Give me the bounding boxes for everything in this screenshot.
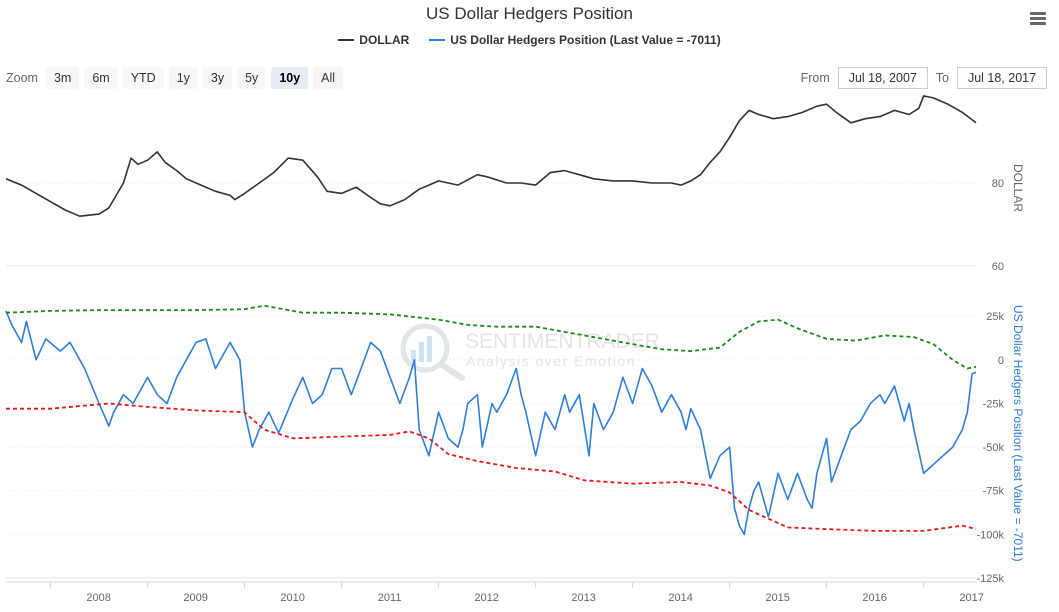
- x-tick-label: 2015: [765, 592, 789, 604]
- watermark-bar-2: [419, 342, 424, 362]
- series-lines: [5, 95, 977, 536]
- range-selector: Zoom 3m 6m YTD 1y 3y 5y 10y All: [6, 67, 348, 89]
- date-range: From Jul 18, 2007 To Jul 18, 2017: [801, 67, 1055, 89]
- x-tick-label: 2013: [571, 592, 595, 604]
- watermark-tagline: Analysis over Emotion: [466, 353, 636, 369]
- zoom-button-1y[interactable]: 1y: [168, 67, 198, 89]
- x-tick-label: 2014: [668, 592, 692, 604]
- watermark-magnifier-handle: [439, 362, 465, 381]
- series-line-1-2: [6, 402, 977, 532]
- x-tick-label: 2011: [378, 592, 402, 604]
- grid-lines: [6, 182, 976, 583]
- zoom-button-all[interactable]: All: [313, 67, 344, 89]
- x-tick-label: 2016: [862, 592, 886, 604]
- x-tick-label: 2009: [183, 592, 207, 604]
- y-tick-label: -100k: [976, 529, 1004, 541]
- zoom-label: Zoom: [6, 71, 38, 85]
- hamburger-menu-icon[interactable]: [1030, 12, 1046, 26]
- x-tick-label: 2017: [959, 592, 983, 604]
- zoom-button-3y[interactable]: 3y: [202, 67, 233, 89]
- legend-label-hedgers: US Dollar Hedgers Position (Last Value =…: [450, 33, 721, 47]
- to-date-input[interactable]: Jul 18, 2017: [957, 67, 1047, 89]
- y-tick-label: -125k: [976, 573, 1004, 585]
- from-date-input[interactable]: Jul 18, 2007: [837, 67, 928, 89]
- zoom-button-5y[interactable]: 5y: [237, 67, 267, 89]
- y-tick-label: 25k: [986, 311, 1004, 323]
- zoom-button-ytd[interactable]: YTD: [122, 67, 164, 89]
- legend-item-dollar[interactable]: DOLLAR: [338, 33, 409, 47]
- legend-label-dollar: DOLLAR: [359, 33, 410, 47]
- y-tick-label: 80: [992, 178, 1004, 190]
- y-tick-label: 60: [992, 261, 1004, 273]
- zoom-button-3m[interactable]: 3m: [45, 67, 80, 89]
- x-tick-label: 2012: [474, 592, 498, 604]
- series-line-0-0: [5, 95, 977, 217]
- zoom-button-10y[interactable]: 10y: [271, 67, 309, 89]
- legend: DOLLAR US Dollar Hedgers Position (Last …: [0, 33, 1059, 47]
- series-line-1-0: [5, 310, 977, 536]
- axis-title-hedgers: US Dollar Hedgers Position (Last Value =…: [1011, 305, 1025, 562]
- watermark-magnifier-icon: [400, 323, 450, 373]
- y-tick-label: -25k: [983, 398, 1005, 410]
- y-tick-label: -50k: [983, 442, 1005, 454]
- x-tick-label: 2008: [86, 592, 110, 604]
- legend-line-hedgers: [429, 39, 446, 41]
- axis-title-dollar: DOLLAR: [1011, 164, 1025, 212]
- watermark-bar-1: [411, 350, 416, 362]
- x-tick-label: 2010: [280, 592, 304, 604]
- y-tick-label: -75k: [983, 486, 1005, 498]
- x-tick-labels: 2008 2009 2010 2011 2012 2013 2014 2015 2016 2017: [50, 582, 984, 604]
- series-line-1-1: [5, 304, 977, 370]
- legend-item-hedgers[interactable]: US Dollar Hedgers Position (Last Value =…: [429, 33, 721, 47]
- watermark-name: SENTIMENTRADER: [465, 330, 660, 353]
- y-tick-label: 0: [998, 355, 1004, 367]
- legend-line-dollar: [338, 39, 355, 41]
- from-label: From: [800, 71, 830, 85]
- watermark-bar-3: [427, 336, 432, 362]
- chart-title: US Dollar Hedgers Position: [426, 4, 633, 23]
- zoom-button-6m[interactable]: 6m: [84, 67, 118, 89]
- watermark: SENTIMENTRADER Analysis over Emotion: [400, 323, 660, 381]
- y-tick-labels: 60 80 25k 0 -25k -50k -75k -100k -125k: [976, 178, 1004, 585]
- to-label: To: [935, 71, 949, 85]
